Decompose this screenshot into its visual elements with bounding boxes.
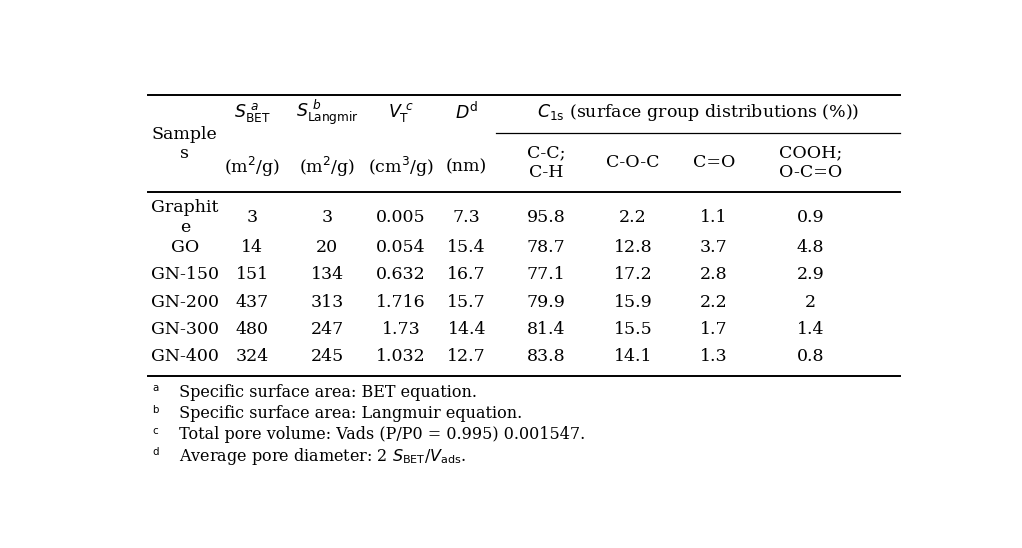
Text: 15.9: 15.9 <box>613 294 652 311</box>
Text: 79.9: 79.9 <box>526 294 565 311</box>
Text: 14.4: 14.4 <box>448 321 486 338</box>
Text: 12.8: 12.8 <box>614 239 652 256</box>
Text: (m$^2$/g): (m$^2$/g) <box>224 155 280 179</box>
Text: 14: 14 <box>241 239 263 256</box>
Text: 134: 134 <box>311 266 344 283</box>
Text: 2.9: 2.9 <box>796 266 825 283</box>
Text: 2: 2 <box>805 294 816 311</box>
Text: GN-200: GN-200 <box>151 294 219 311</box>
Text: 151: 151 <box>235 266 269 283</box>
Text: Sample
s: Sample s <box>152 125 218 162</box>
Text: 15.7: 15.7 <box>448 294 486 311</box>
Text: 2.2: 2.2 <box>619 209 647 226</box>
Text: Specific surface area: BET equation.: Specific surface area: BET equation. <box>174 384 476 401</box>
Text: 0.9: 0.9 <box>797 209 825 226</box>
Text: 2.8: 2.8 <box>700 266 728 283</box>
Text: $^{\rm c}$: $^{\rm c}$ <box>151 428 158 442</box>
Text: 17.2: 17.2 <box>613 266 652 283</box>
Text: 1.7: 1.7 <box>700 321 728 338</box>
Text: C-C;
C-H: C-C; C-H <box>526 145 565 181</box>
Text: COOH;
O-C=O: COOH; O-C=O <box>779 145 842 181</box>
Text: $D^{\rm d}$: $D^{\rm d}$ <box>455 101 478 123</box>
Text: 247: 247 <box>311 321 344 338</box>
Text: 1.73: 1.73 <box>381 321 420 338</box>
Text: 15.4: 15.4 <box>448 239 486 256</box>
Text: 16.7: 16.7 <box>448 266 486 283</box>
Text: Specific surface area: Langmuir equation.: Specific surface area: Langmuir equation… <box>174 406 522 423</box>
Text: 1.3: 1.3 <box>700 349 728 366</box>
Text: $V_{\rm T}^{\ c}$: $V_{\rm T}^{\ c}$ <box>388 101 414 124</box>
Text: $^{\rm b}$: $^{\rm b}$ <box>151 407 159 421</box>
Text: GN-400: GN-400 <box>151 349 219 366</box>
Text: 12.7: 12.7 <box>448 349 486 366</box>
Text: 78.7: 78.7 <box>526 239 565 256</box>
Text: Total pore volume: Vads (P/P0 = 0.995) 0.001547.: Total pore volume: Vads (P/P0 = 0.995) 0… <box>174 426 585 443</box>
Text: 0.005: 0.005 <box>376 209 426 226</box>
Text: 81.4: 81.4 <box>526 321 565 338</box>
Text: GO: GO <box>171 239 199 256</box>
Text: 0.8: 0.8 <box>797 349 825 366</box>
Text: 4.8: 4.8 <box>797 239 825 256</box>
Text: 437: 437 <box>235 294 269 311</box>
Text: 245: 245 <box>311 349 344 366</box>
Text: 0.632: 0.632 <box>376 266 426 283</box>
Text: 324: 324 <box>235 349 269 366</box>
Text: 14.1: 14.1 <box>614 349 652 366</box>
Text: Graphit
e: Graphit e <box>151 199 219 236</box>
Text: 480: 480 <box>236 321 269 338</box>
Text: 83.8: 83.8 <box>526 349 565 366</box>
Text: (m$^2$/g): (m$^2$/g) <box>299 155 356 179</box>
Text: GN-300: GN-300 <box>151 321 219 338</box>
Text: $S_{\rm Langmir}^{\ b}$: $S_{\rm Langmir}^{\ b}$ <box>295 98 359 127</box>
Text: $S_{\rm BET}^{\ a}$: $S_{\rm BET}^{\ a}$ <box>234 101 271 124</box>
Text: $^{\rm d}$: $^{\rm d}$ <box>151 449 159 463</box>
Text: (cm$^3$/g): (cm$^3$/g) <box>368 155 434 179</box>
Text: 1.4: 1.4 <box>797 321 825 338</box>
Text: 1.1: 1.1 <box>700 209 728 226</box>
Text: $C_{\rm 1s}$ (surface group distributions (%)): $C_{\rm 1s}$ (surface group distribution… <box>537 102 860 123</box>
Text: 3: 3 <box>246 209 258 226</box>
Text: 2.2: 2.2 <box>700 294 728 311</box>
Text: 15.5: 15.5 <box>613 321 652 338</box>
Text: GN-150: GN-150 <box>151 266 219 283</box>
Text: 20: 20 <box>316 239 338 256</box>
Text: C-O-C: C-O-C <box>606 155 660 172</box>
Text: (nm): (nm) <box>447 158 487 175</box>
Text: 7.3: 7.3 <box>453 209 480 226</box>
Text: 77.1: 77.1 <box>526 266 565 283</box>
Text: C=O: C=O <box>693 155 735 172</box>
Text: 313: 313 <box>311 294 344 311</box>
Text: 0.054: 0.054 <box>376 239 426 256</box>
Text: Average pore diameter: 2 $S_{\rm BET}$/$V_{\rm ads}$.: Average pore diameter: 2 $S_{\rm BET}$/$… <box>174 446 466 466</box>
Text: 95.8: 95.8 <box>526 209 565 226</box>
Text: 1.716: 1.716 <box>376 294 426 311</box>
Text: 1.032: 1.032 <box>376 349 426 366</box>
Text: 3.7: 3.7 <box>700 239 728 256</box>
Text: 3: 3 <box>322 209 333 226</box>
Text: $^{\rm a}$: $^{\rm a}$ <box>151 386 159 400</box>
